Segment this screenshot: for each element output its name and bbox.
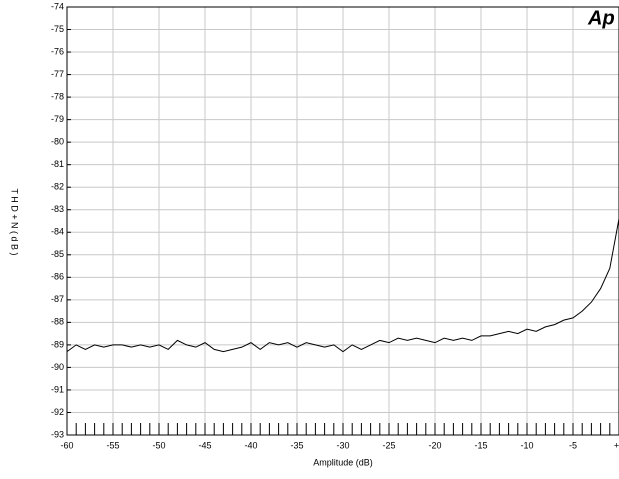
y-tick-label: -79	[51, 114, 64, 124]
x-tick-label: -55	[106, 440, 119, 450]
y-tick-label: -78	[51, 91, 64, 101]
x-axis-label: Amplitude (dB)	[313, 457, 373, 467]
y-tick-label: -77	[51, 69, 64, 79]
y-tick-label: -76	[51, 46, 64, 56]
x-tick-label: -30	[336, 440, 349, 450]
y-tick-label: -83	[51, 204, 64, 214]
y-tick-label: -74	[51, 1, 64, 11]
x-tick-label: -25	[382, 440, 395, 450]
y-tick-label: -92	[51, 407, 64, 417]
y-tick-label: -85	[51, 249, 64, 259]
y-tick-label: -91	[51, 384, 64, 394]
x-tick-label: -60	[60, 440, 73, 450]
x-tick-label: -15	[474, 440, 487, 450]
x-tick-label: -10	[520, 440, 533, 450]
x-tick-label: +0	[614, 440, 619, 450]
y-axis-label: T H D + N ( d B )	[10, 188, 20, 255]
x-tick-label: -50	[152, 440, 165, 450]
y-tick-label: -88	[51, 317, 64, 327]
x-tick-label: -35	[290, 440, 303, 450]
x-tick-label: -40	[244, 440, 257, 450]
y-tick-label: -90	[51, 362, 64, 372]
y-tick-label: -80	[51, 137, 64, 147]
y-tick-label: -87	[51, 294, 64, 304]
y-tick-label: -81	[51, 159, 64, 169]
y-tick-label: -84	[51, 227, 64, 237]
y-tick-label: -93	[51, 429, 64, 439]
plot-frame	[66, 6, 619, 436]
y-tick-label: -75	[51, 24, 64, 34]
x-tick-label: -45	[198, 440, 211, 450]
x-tick-label: -20	[428, 440, 441, 450]
y-tick-label: -82	[51, 182, 64, 192]
x-tick-label: -5	[569, 440, 577, 450]
y-tick-label: -89	[51, 339, 64, 349]
logo: Ap	[587, 7, 615, 29]
data-line	[66, 218, 619, 353]
y-tick-label: -86	[51, 272, 64, 282]
